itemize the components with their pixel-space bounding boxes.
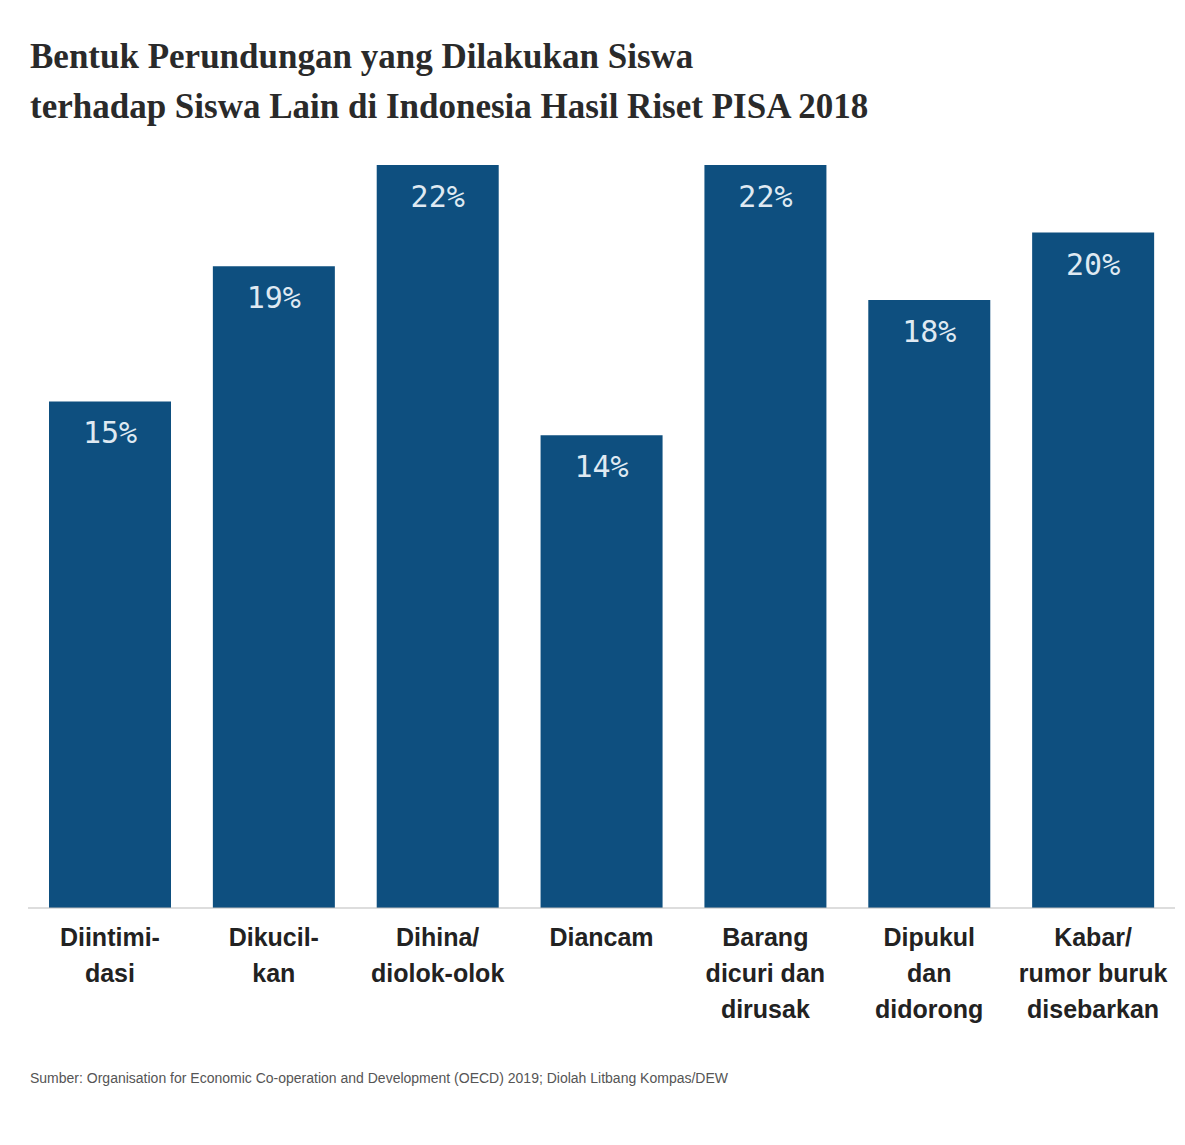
svg-text:15%: 15%	[83, 415, 137, 450]
svg-text:Kabar/rumor burukdisebarkan: Kabar/rumor burukdisebarkan	[1019, 923, 1168, 1023]
html-text:Bentuk Perundungan yang Dilaku: Bentuk Perundungan yang Dilakukan Siswa	[30, 37, 694, 76]
svg-text:Barangdicuri dandirusak: Barangdicuri dandirusak	[706, 923, 825, 1023]
svg-text:Diintimi-dasi: Diintimi-dasi	[60, 923, 160, 987]
svg-text:14%: 14%	[574, 449, 628, 484]
svg-text:22%: 22%	[738, 179, 792, 214]
svg-text:22%: 22%	[411, 179, 465, 214]
svg-text:Dikucil-kan: Dikucil-kan	[229, 923, 319, 987]
svg-text:19%: 19%	[247, 280, 301, 315]
html-text:Sumber: Organisation for Econo: Sumber: Organisation for Economic Co-ope…	[30, 1070, 728, 1086]
html-text:terhadap Siswa Lain di Indones: terhadap Siswa Lain di Indonesia Hasil R…	[30, 87, 869, 126]
svg-text:Dihina/diolok-olok: Dihina/diolok-olok	[371, 923, 504, 987]
svg-text:20%: 20%	[1066, 247, 1120, 282]
svg-text:Diancam: Diancam	[549, 923, 653, 951]
svg-text:18%: 18%	[902, 314, 956, 349]
svg-text:Dipukuldandidorong: Dipukuldandidorong	[875, 923, 983, 1023]
